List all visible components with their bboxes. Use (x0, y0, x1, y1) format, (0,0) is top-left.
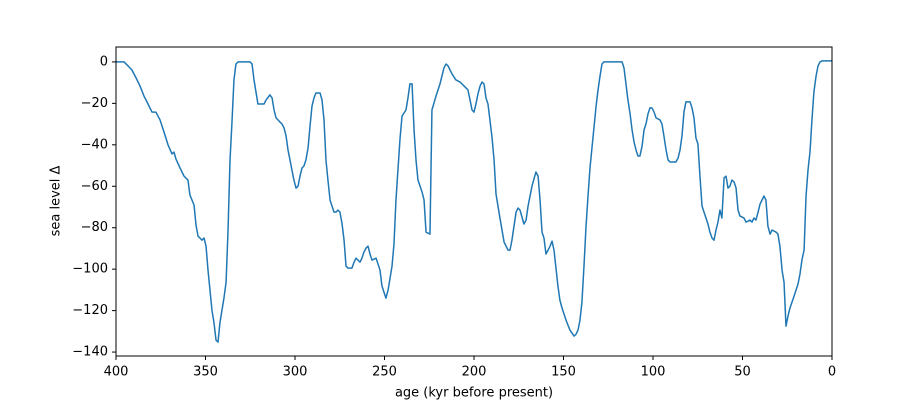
x-tick-label: 0 (828, 365, 836, 380)
line (116, 60, 832, 343)
x-tick-label: 400 (104, 365, 129, 380)
x-tick-label: 50 (734, 365, 751, 380)
x-tick-label: 250 (372, 365, 397, 380)
x-tick-label: 150 (551, 365, 576, 380)
plot-frame (115, 46, 833, 357)
y-tick-label: −40 (81, 137, 108, 152)
y-tick-label: −120 (72, 303, 108, 318)
y-tick-label: −100 (72, 262, 108, 277)
x-axis-label: age (kyr before present) (395, 386, 553, 401)
x-tick-label: 350 (193, 365, 218, 380)
x-tick-label: 200 (462, 365, 487, 380)
y-axis-label: sea level Δ (49, 165, 64, 236)
y-tick-label: −60 (81, 179, 108, 194)
x-tick-label: 300 (283, 365, 308, 380)
x-tick-label: 100 (641, 365, 666, 380)
y-tick-label: −20 (81, 96, 108, 111)
y-tick-label: −80 (81, 220, 108, 235)
y-tick-label: 0 (100, 54, 108, 69)
y-tick-label: −140 (72, 345, 108, 360)
